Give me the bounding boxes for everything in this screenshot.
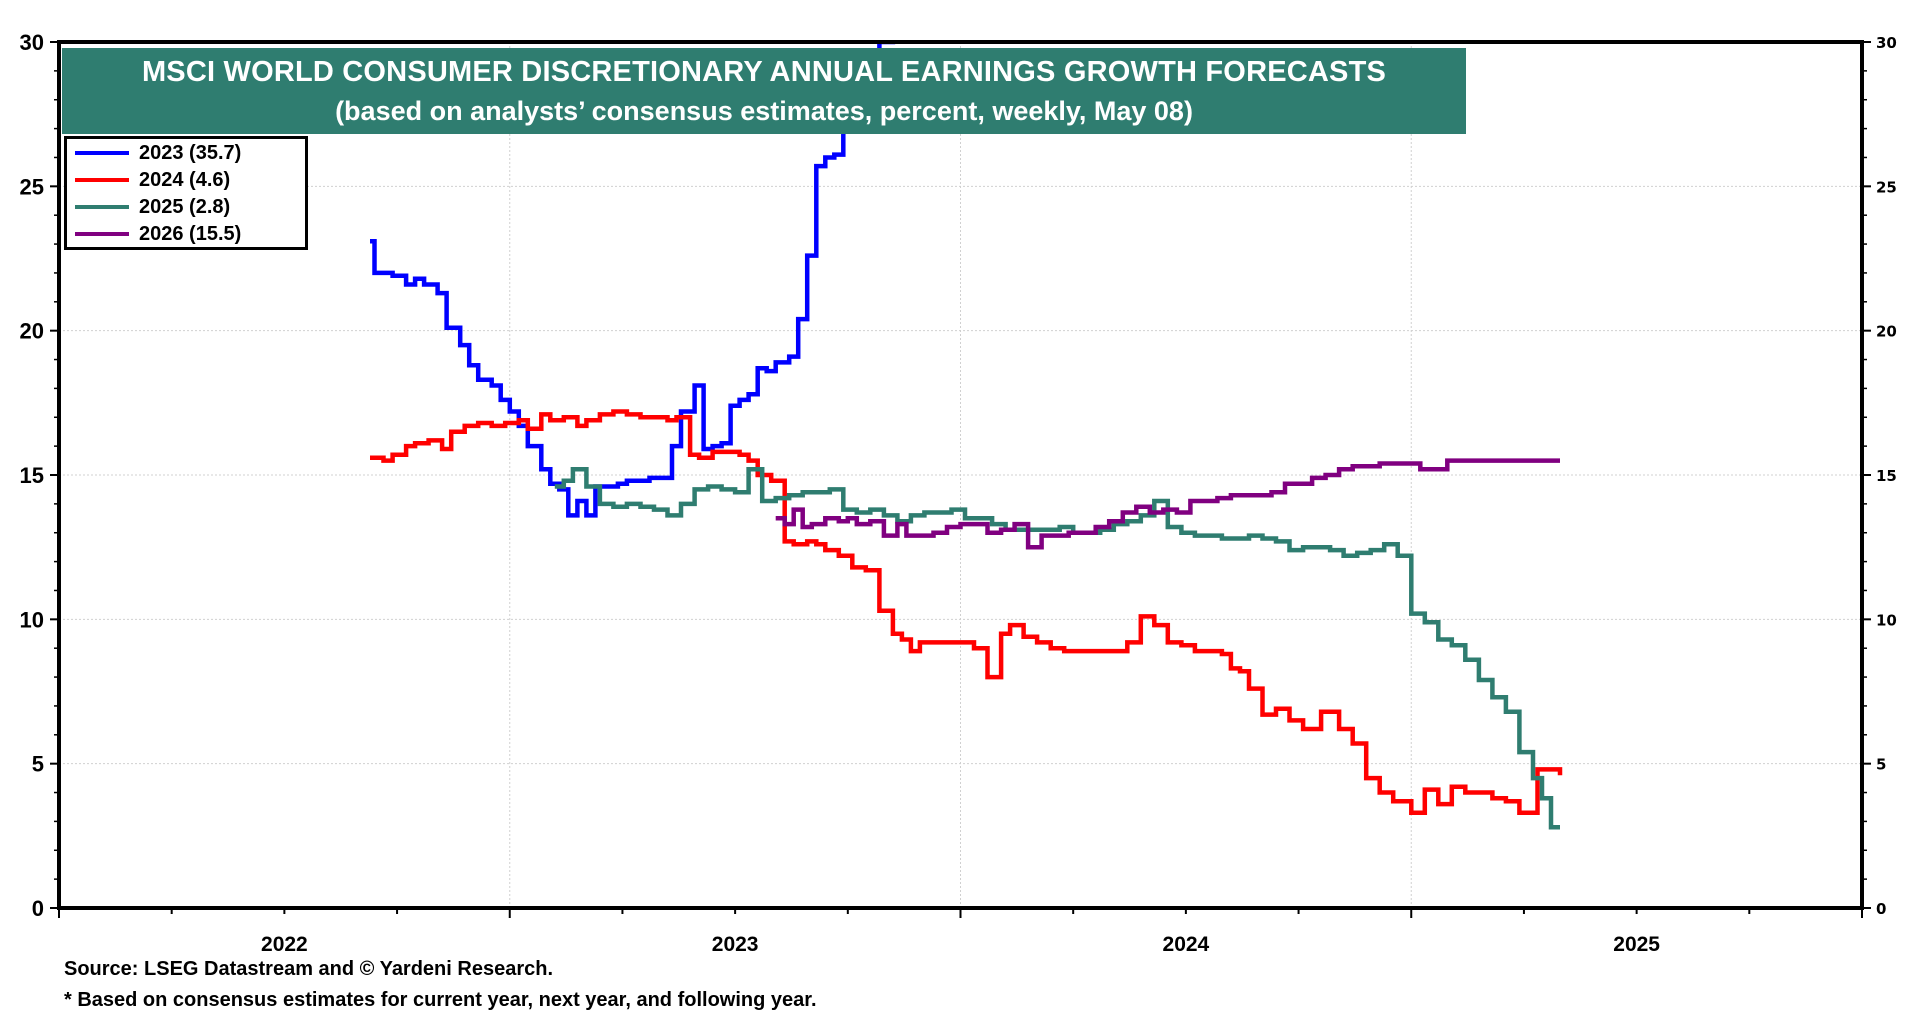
legend-item-2026: 2026 (15.5) — [67, 221, 305, 247]
legend-swatch-2025 — [75, 205, 129, 209]
y-tick-label-right: 30 — [1876, 34, 1897, 52]
legend-swatch-2024 — [75, 178, 129, 182]
series-line-2024 — [370, 409, 1563, 815]
x-tick-label: 2024 — [1163, 933, 1210, 956]
y-tick-label-right: 20 — [1876, 323, 1897, 341]
x-tick-label: 2022 — [261, 933, 308, 956]
y-tick-label-right: 5 — [1876, 756, 1886, 774]
y-tick-label-left: 20 — [20, 319, 44, 344]
y-tick-label-right: 10 — [1876, 611, 1897, 629]
legend-label: 2023 (35.7) — [139, 141, 242, 164]
chart-subtitle: (based on analysts’ consensus estimates,… — [335, 96, 1193, 126]
footnote: * Based on consensus estimates for curre… — [64, 989, 817, 1011]
y-tick-label-right: 15 — [1876, 467, 1897, 485]
legend-item-2024: 2024 (4.6) — [67, 167, 305, 193]
x-tick-label: 2023 — [712, 933, 759, 956]
legend-label: 2026 (15.5) — [139, 222, 242, 245]
legend-item-2025: 2025 (2.8) — [67, 194, 305, 220]
legend-swatch-2026 — [75, 232, 129, 236]
y-axis-left: 0 5 10 15 20 25 30 — [20, 30, 59, 921]
y-tick-label-left: 25 — [20, 174, 44, 199]
y-axis-right: 0 5 10 15 20 25 30 — [1862, 34, 1897, 918]
source-note: Source: LSEG Datastream and © Yardeni Re… — [64, 958, 554, 980]
series-line-2026 — [775, 458, 1560, 550]
series-line-2023 — [370, 42, 896, 518]
legend-label: 2024 (4.6) — [139, 168, 231, 191]
y-tick-label-left: 15 — [20, 463, 44, 488]
legend-swatch-2023 — [75, 151, 129, 155]
chart-title: MSCI WORLD CONSUMER DISCRETIONARY ANNUAL… — [141, 56, 1387, 88]
y-tick-label-left: 30 — [20, 30, 44, 55]
y-tick-label-right: 25 — [1876, 178, 1897, 196]
legend-item-2023: 2023 (35.7) — [67, 140, 305, 166]
y-tick-label-left: 5 — [32, 752, 44, 777]
series-line-2025 — [554, 466, 1560, 830]
y-tick-label-left: 0 — [32, 896, 44, 921]
gridlines — [59, 42, 1862, 908]
y-tick-label-right: 0 — [1876, 900, 1886, 918]
chart-title-box: MSCI WORLD CONSUMER DISCRETIONARY ANNUAL… — [62, 48, 1466, 134]
legend: 2023 (35.7) 2024 (4.6) 2025 (2.8) 2026 (… — [64, 136, 308, 250]
legend-label: 2025 (2.8) — [139, 195, 231, 218]
x-axis: 2022 2023 2024 2025 — [58, 908, 1863, 956]
y-tick-label-left: 10 — [20, 607, 44, 632]
x-tick-label: 2025 — [1613, 933, 1660, 956]
series-group — [370, 42, 1563, 830]
